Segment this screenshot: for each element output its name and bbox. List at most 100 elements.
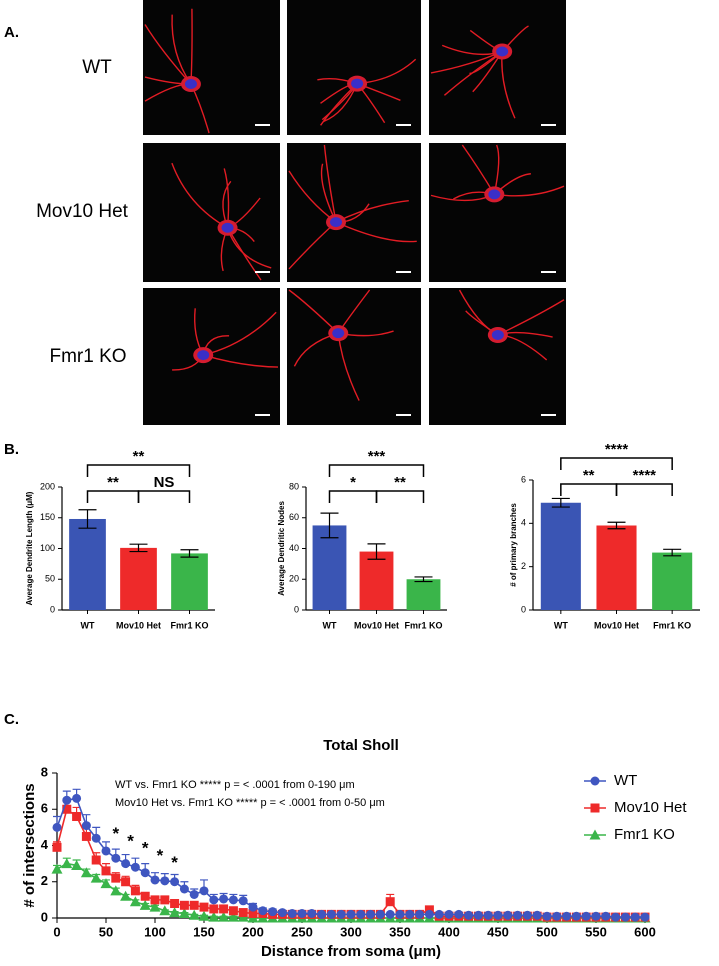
y-tick-label: 200 [40, 481, 55, 491]
error-bar [367, 543, 386, 560]
marker [589, 829, 601, 840]
error-bar [320, 512, 339, 539]
marker [248, 902, 258, 912]
nucleus [330, 217, 343, 228]
x-tick-label: 350 [389, 924, 411, 939]
row-label: Mov10 Het [36, 201, 129, 222]
marker [169, 907, 181, 918]
x-tick-label: 550 [585, 924, 607, 939]
error-bar [663, 548, 682, 557]
marker [228, 906, 238, 916]
panel-label: A. [4, 24, 19, 41]
y-tick-label: 0 [50, 604, 55, 614]
legend-label: Mov10 Het [614, 799, 687, 816]
marker [179, 884, 189, 894]
marker [317, 909, 327, 919]
marker [150, 895, 160, 905]
significance-star: * [171, 853, 178, 872]
significance-label: ** [583, 467, 595, 484]
marker [179, 900, 189, 910]
marker [464, 910, 474, 920]
marker [424, 909, 434, 919]
row-label: Fmr1 KO [49, 346, 126, 367]
marker [159, 905, 171, 916]
dendrite [323, 144, 337, 223]
y-axis-label: Average Dendritic Nodes [277, 501, 286, 596]
marker [139, 899, 151, 910]
marker [72, 793, 82, 803]
significance-label: * [350, 474, 356, 491]
micrograph [429, 288, 566, 425]
marker [81, 821, 91, 831]
marker [80, 867, 92, 878]
marker [121, 859, 131, 869]
marker [307, 908, 317, 918]
marker [581, 911, 591, 921]
marker [111, 873, 121, 883]
chart-title: Total Sholl [323, 737, 399, 754]
bar [652, 552, 693, 610]
marker [189, 889, 199, 899]
significance-star: * [142, 839, 149, 858]
marker [336, 909, 346, 919]
marker [129, 896, 141, 907]
micrograph [429, 0, 566, 135]
marker [199, 902, 209, 912]
marker [415, 909, 425, 919]
y-axis-label: Average Dendrite Length (μM) [25, 491, 34, 605]
x-tick-label: Mov10 Het [354, 620, 399, 630]
marker [356, 909, 366, 919]
y-tick-label: 0 [521, 604, 526, 614]
marker [100, 878, 112, 889]
error-bar [78, 509, 97, 529]
y-tick-label: 2 [521, 561, 526, 571]
legend-label: Fmr1 KO [614, 826, 675, 843]
marker [248, 908, 258, 918]
marker [227, 911, 239, 922]
y-tick-label: 150 [40, 512, 55, 522]
y-tick-label: 50 [45, 574, 55, 584]
marker [405, 909, 415, 919]
marker [571, 911, 581, 921]
marker [160, 895, 170, 905]
significance-label: NS [154, 474, 175, 491]
marker [228, 895, 238, 905]
marker [454, 909, 464, 919]
marker [111, 853, 121, 863]
nucleus [332, 328, 345, 339]
y-tick-label: 6 [521, 474, 526, 484]
y-tick-label: 20 [289, 574, 299, 584]
y-tick-label: 40 [289, 543, 299, 553]
y-tick-label: 60 [289, 512, 299, 522]
x-tick-label: WT [554, 620, 568, 630]
marker [483, 910, 493, 920]
significance-label: *** [368, 448, 386, 465]
marker [385, 909, 395, 919]
dendrite [335, 221, 417, 243]
marker [140, 891, 150, 901]
bar [312, 525, 347, 610]
x-tick-label: Fmr1 KO [170, 620, 208, 630]
micrograph [287, 143, 421, 282]
marker [562, 911, 572, 921]
bar [596, 525, 637, 610]
x-tick-label: Mov10 Het [116, 620, 161, 630]
marker [198, 910, 210, 921]
micrograph [143, 0, 280, 135]
y-tick-label: 100 [40, 543, 55, 553]
x-tick-label: 100 [144, 924, 166, 939]
error-bar [414, 576, 433, 583]
marker [62, 795, 72, 805]
marker [444, 909, 454, 919]
marker [366, 909, 376, 919]
x-tick-label: 400 [438, 924, 460, 939]
marker [140, 868, 150, 878]
marker [130, 862, 140, 872]
marker [434, 909, 444, 919]
bar [120, 547, 157, 610]
y-tick-label: 4 [41, 837, 49, 852]
bar [540, 502, 581, 610]
marker [375, 909, 385, 919]
marker [277, 908, 287, 918]
marker [199, 886, 209, 896]
